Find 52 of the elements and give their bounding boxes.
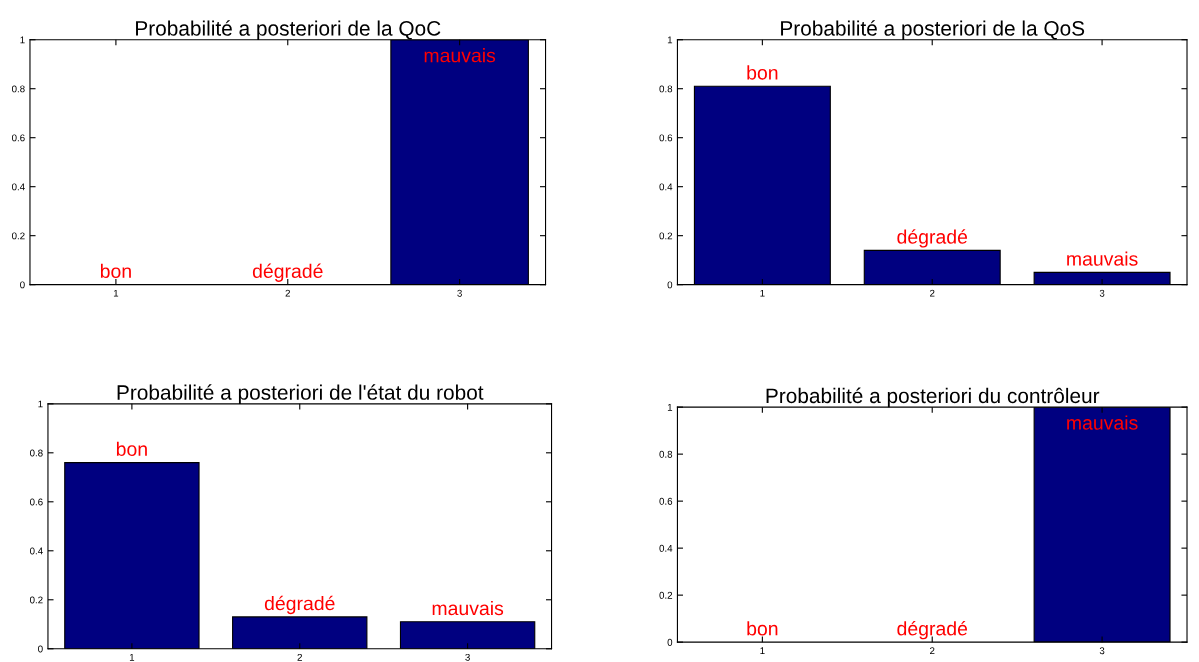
y-tick-label: 0.6 — [29, 498, 43, 506]
x-tick-label: 2 — [297, 653, 302, 661]
chart-title: Probabilité a posteriori du contrôleur — [766, 387, 1100, 408]
x-tick-label: 3 — [465, 653, 470, 661]
x-tick-label: 2 — [285, 289, 290, 297]
x-tick-label: 3 — [457, 289, 462, 297]
y-tick-label: 0.2 — [659, 591, 673, 599]
chart-title: Probabilité a posteriori de la QoC — [136, 20, 441, 40]
annotation: bon — [747, 621, 778, 636]
y-tick-label: 0 — [38, 645, 43, 653]
y-tick-label: 0.2 — [11, 232, 25, 240]
annotation: dégradé — [264, 595, 335, 615]
annotation: bon — [116, 441, 147, 456]
x-tick-label: 1 — [113, 289, 119, 297]
y-tick-label: 0.2 — [29, 596, 43, 604]
y-tick-label: 0.2 — [659, 232, 673, 240]
x-tick-label: 2 — [930, 647, 935, 655]
y-tick-label: 0.8 — [659, 85, 673, 93]
y-tick-label: 0.4 — [659, 544, 673, 552]
x-tick-label: 3 — [1099, 289, 1105, 297]
y-tick-label: 0.4 — [659, 183, 673, 191]
x-tick-label: 1 — [760, 647, 765, 655]
annotation: mauvais — [424, 48, 496, 63]
y-tick-label: 1 — [667, 403, 673, 411]
y-tick-label: 0.8 — [659, 450, 673, 458]
annotation: dégradé — [897, 229, 968, 248]
annotation: mauvais — [1067, 251, 1138, 266]
annotation: bon — [747, 65, 778, 80]
annotation: mauvais — [1067, 415, 1138, 430]
y-tick-label: 0.4 — [11, 183, 25, 191]
annotation: mauvais — [432, 600, 504, 616]
y-tick-label: 0 — [667, 638, 673, 646]
x-tick-label: 2 — [930, 289, 935, 297]
y-tick-label: 0.6 — [659, 134, 673, 142]
x-tick-label: 1 — [129, 653, 135, 661]
y-tick-label: 1 — [38, 400, 43, 408]
chart-title: Probabilité a posteriori de la QoS — [781, 20, 1085, 40]
y-tick-label: 0.8 — [29, 449, 43, 457]
annotation: dégradé — [897, 621, 968, 640]
annotation: dégradé — [252, 263, 323, 282]
y-tick-label: 1 — [20, 36, 25, 44]
y-tick-label: 0.4 — [29, 547, 43, 555]
y-tick-label: 0 — [20, 281, 25, 289]
y-tick-label: 0.8 — [11, 85, 25, 93]
y-tick-label: 1 — [667, 36, 673, 44]
y-tick-label: 0.6 — [11, 134, 25, 142]
y-tick-label: 0 — [667, 281, 673, 289]
chart-title: Probabilité a posteriori de l'état du robot — [117, 384, 484, 404]
x-tick-label: 3 — [1099, 647, 1105, 655]
x-tick-label: 1 — [760, 289, 765, 297]
y-tick-label: 0.6 — [659, 497, 673, 505]
annotation: bon — [100, 263, 131, 279]
